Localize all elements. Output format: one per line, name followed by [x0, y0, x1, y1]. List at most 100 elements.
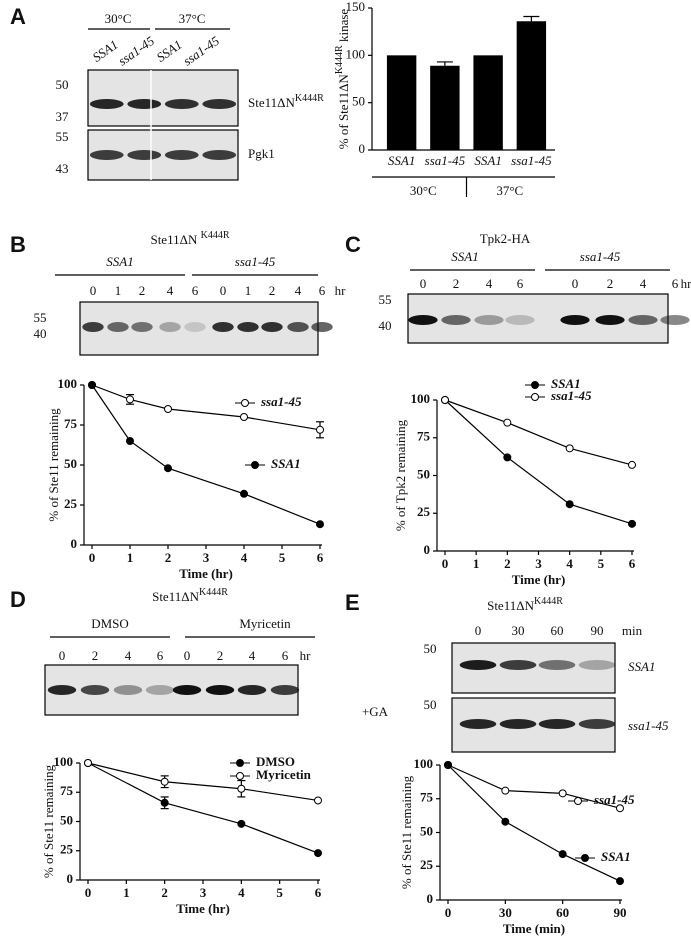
x-tick-label: 2	[165, 550, 172, 565]
blot-band	[107, 322, 129, 332]
lane-label: 6	[157, 648, 164, 663]
x-tick-label: 4	[566, 556, 573, 571]
legend-marker	[531, 381, 539, 389]
blot-band	[127, 99, 162, 109]
y-tick-label: 0	[71, 536, 78, 551]
point	[565, 500, 574, 509]
lane-label: 4	[640, 276, 647, 291]
lane-label: 1	[245, 283, 252, 298]
lane-label: 0	[475, 623, 482, 638]
mw-marker: 40	[34, 326, 47, 341]
legend-label: SSA1	[601, 849, 631, 864]
lane-label: SSA1	[154, 37, 185, 65]
point	[126, 437, 134, 445]
lane-label: 0	[220, 283, 227, 298]
blot-band	[578, 719, 616, 729]
lane-label: 0	[59, 648, 66, 663]
y-axis-label-after: kinase	[336, 9, 351, 46]
blot-row-label: Ste11ΔNK444R	[248, 93, 324, 110]
mw-marker: 37	[56, 109, 70, 124]
lane-label: 4	[249, 648, 256, 663]
blot-band	[127, 150, 162, 160]
fit-line	[447, 764, 621, 882]
panel-letter: D	[10, 587, 26, 612]
blot-band	[164, 150, 199, 160]
blot-group: 30°C	[105, 11, 132, 26]
blot-band	[270, 685, 300, 695]
blot-band	[287, 322, 309, 332]
blot-title-text: Ste11ΔN	[152, 589, 199, 604]
lane-label: 4	[125, 648, 132, 663]
mw-marker: 43	[56, 161, 69, 176]
blot-box	[87, 69, 239, 127]
time-unit: hr	[335, 283, 347, 298]
blot-title: Tpk2-HA	[480, 231, 531, 246]
y-tick-label: 0	[359, 141, 366, 156]
y-axis-label: % of Ste11ΔNK444R kinase	[334, 9, 351, 150]
x-tick-label: 1	[127, 550, 134, 565]
mw-marker: 40	[379, 318, 392, 333]
mw-marker: 50	[424, 697, 437, 712]
blot-row-label-text: ssa1-45	[628, 718, 669, 733]
y-tick-label: 25	[60, 842, 74, 857]
blot-band	[212, 322, 234, 332]
blot-band	[89, 150, 124, 160]
blot-group: ssa1-45	[580, 249, 621, 264]
y-tick-label: 0	[424, 542, 431, 557]
lane-label: 4	[295, 283, 302, 298]
x-tick-label: 60	[556, 905, 569, 920]
legend-label: ssa1-45	[260, 394, 302, 409]
blot-band	[145, 685, 175, 695]
point	[503, 453, 512, 462]
mw-marker: 50	[56, 77, 69, 92]
legend-marker	[574, 797, 582, 805]
y-tick-label: 0	[427, 891, 434, 906]
y-tick-label: 25	[420, 857, 434, 872]
blot-band	[505, 315, 535, 325]
legend-marker	[531, 393, 539, 401]
lane-label: 6	[282, 648, 289, 663]
blot-group: 37°C	[179, 11, 206, 26]
point	[501, 817, 510, 826]
point	[503, 418, 512, 427]
legend-marker	[251, 461, 259, 469]
panel-letter: A	[10, 4, 26, 29]
blot-band	[538, 719, 576, 729]
point	[441, 396, 449, 404]
lane-label: 60	[551, 623, 564, 638]
mw-marker: 55	[34, 310, 47, 325]
y-tick-label: 75	[420, 790, 434, 805]
point	[444, 761, 452, 769]
blot-group: ssa1-45	[235, 254, 276, 269]
y-tick-label: 100	[346, 46, 366, 61]
point	[316, 425, 324, 434]
blot-title-sup: K444R	[534, 596, 563, 607]
x-axis-label: Time (hr)	[512, 572, 566, 587]
blot-band	[184, 322, 206, 332]
y-axis-label: % of Ste11 remaining	[41, 764, 56, 878]
legend-label: DMSO	[256, 754, 295, 769]
time-unit: min	[622, 623, 643, 638]
blot-band	[459, 660, 497, 670]
blot-row-label-text: Pgk1	[248, 146, 275, 161]
blot-group: DMSO	[91, 616, 129, 631]
blot-group: SSA1	[106, 254, 133, 269]
y-tick-label: 50	[64, 456, 77, 471]
legend-label: ssa1-45	[550, 388, 592, 403]
blot-band	[595, 315, 625, 325]
blot-band	[499, 660, 537, 670]
y-tick-label: 100	[58, 376, 78, 391]
blot-title-text: Ste11ΔN	[487, 598, 534, 613]
lane-label: 0	[420, 276, 427, 291]
blot-band	[172, 685, 202, 695]
mw-marker: 55	[379, 292, 392, 307]
lane-label: 6	[192, 283, 199, 298]
legend-label: ssa1-45	[593, 792, 635, 807]
legend-label: SSA1	[271, 456, 301, 471]
x-tick-label: 6	[629, 556, 636, 571]
point	[558, 850, 567, 859]
lane-label: 2	[607, 276, 614, 291]
y-tick-label: 25	[64, 496, 78, 511]
blot-band	[459, 719, 497, 729]
x-tick-label: ssa1-45	[511, 153, 552, 168]
